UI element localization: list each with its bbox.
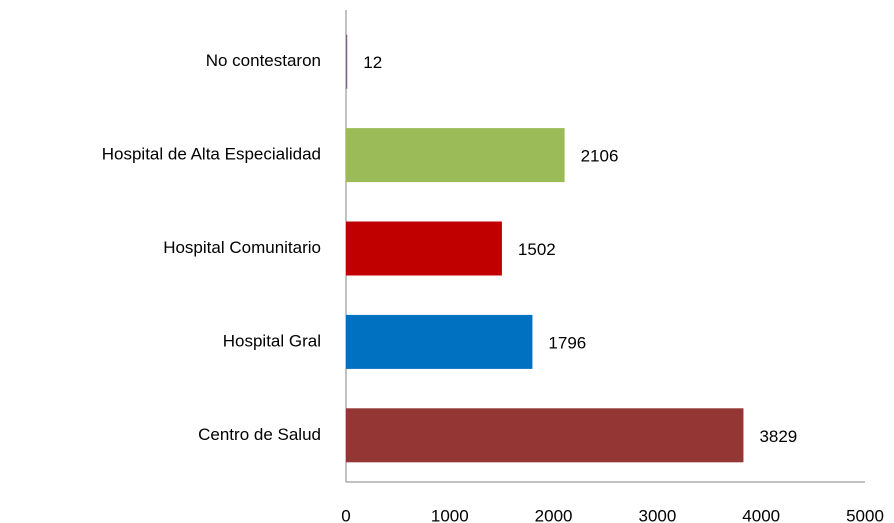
x-tick-label: 5000 [846, 506, 884, 523]
bar [346, 221, 502, 276]
bar [346, 34, 348, 89]
x-tick-label: 4000 [742, 506, 780, 523]
x-tick-label: 0 [341, 506, 350, 523]
value-label: 2106 [581, 147, 619, 166]
bar [346, 314, 533, 369]
value-label: 1796 [548, 333, 586, 352]
x-tick-label: 3000 [638, 506, 676, 523]
x-tick-label: 1000 [431, 506, 469, 523]
x-tick-label: 2000 [535, 506, 573, 523]
y-tick-label: Hospital Comunitario [163, 238, 321, 257]
value-label: 12 [363, 53, 382, 72]
y-tick-label: Hospital de Alta Especialidad [102, 145, 321, 164]
value-label: 1502 [518, 240, 556, 259]
y-tick-label: Centro de Salud [198, 425, 321, 444]
y-tick-label: No contestaron [206, 51, 321, 70]
bar [346, 128, 565, 183]
y-tick-label: Hospital Gral [223, 331, 321, 350]
value-label: 3829 [759, 427, 797, 446]
bar [346, 408, 744, 463]
